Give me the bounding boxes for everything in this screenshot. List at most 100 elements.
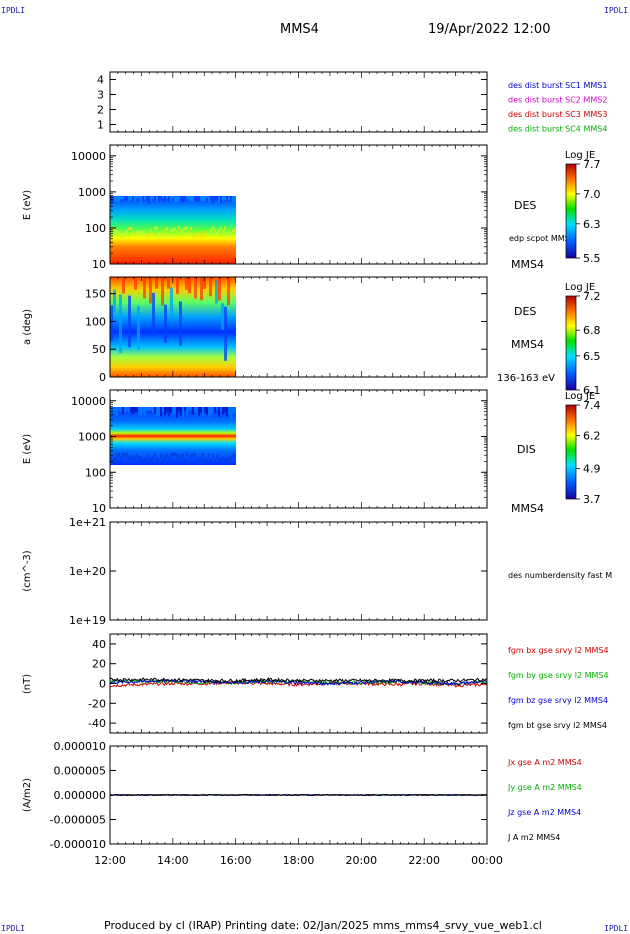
des-energy-texture <box>168 234 170 238</box>
panel-current: 0.000010 0.000005 0.000000 -0.000005 -0.0000… <box>22 740 582 867</box>
dis-energy-texture <box>230 455 232 460</box>
des-energy-texture <box>218 196 220 203</box>
dis-energy-texture <box>174 407 176 415</box>
bfield-legend-entry: fgm bx gse srvy l2 MMS4 <box>508 646 609 655</box>
des-pitch-texture <box>155 277 158 289</box>
current-ytick-label: -0.000005 <box>50 814 106 827</box>
des-energy-texture <box>158 196 160 201</box>
des-energy-texture <box>154 196 156 200</box>
dis-energy-texture <box>132 407 134 415</box>
des-energy-texture <box>122 235 124 239</box>
x-tick-label: 00:00 <box>471 854 503 867</box>
current-legend-entry: Jz gse A m2 MMS4 <box>507 808 581 817</box>
dis-energy-texture <box>164 407 166 416</box>
dis-energy-texture <box>122 407 124 415</box>
dis-energy-texture <box>234 407 236 413</box>
des-energy-texture <box>172 196 174 199</box>
des-pitch-colorbar-label: 6.1 <box>583 384 601 397</box>
des-energy-colorbar-label: 6.3 <box>583 218 601 231</box>
dis-energy-texture <box>146 458 148 463</box>
des-pitch-texture <box>110 305 113 341</box>
dis-energy-texture <box>210 407 212 416</box>
panel-bfield: 40 20 0 -20 -40 (nT) fgm bx gse srvy l2 MMS4… <box>22 633 609 734</box>
dis-energy-texture <box>182 407 184 417</box>
des-pitch-texture <box>152 292 155 334</box>
des-energy-texture <box>230 196 232 199</box>
dis-energy-colorbar <box>565 404 577 500</box>
des-pitch-texture <box>122 277 125 294</box>
des-energy-texture <box>164 196 166 202</box>
dis-energy-texture <box>110 457 112 462</box>
des-energy-colorbar <box>565 163 577 259</box>
des-pitch-texture <box>143 277 146 299</box>
dis-energy-texture <box>186 407 188 416</box>
des-pitch-texture <box>113 289 116 313</box>
dis-energy-texture <box>230 407 232 418</box>
dis-energy-texture <box>162 459 164 464</box>
dis-energy-texture <box>168 456 170 461</box>
des-energy-texture <box>172 228 174 232</box>
des-energy-texture <box>162 196 164 199</box>
des-energy-texture <box>180 196 182 201</box>
dis-energy-texture <box>120 407 122 413</box>
des-energy-texture <box>228 196 230 201</box>
dis-energy-texture <box>204 458 206 463</box>
dis-energy-texture <box>222 456 224 461</box>
dis-energy-texture <box>154 407 156 414</box>
dis-energy-colorbar-label: 6.2 <box>583 429 601 442</box>
des-energy-texture <box>200 196 202 201</box>
dis-energy-texture <box>168 407 170 417</box>
des-energy-texture <box>166 226 168 230</box>
dis-energy-texture <box>214 407 216 413</box>
corner-label-top-right: IPDLI <box>604 6 629 15</box>
des-energy-texture <box>186 196 188 200</box>
dis-energy-texture <box>126 452 128 457</box>
x-tick-label: 22:00 <box>408 854 440 867</box>
des-energy-texture <box>138 196 140 199</box>
x-tick-label: 12:00 <box>94 854 126 867</box>
dis-energy-texture <box>142 407 144 414</box>
des-energy-texture <box>142 230 144 234</box>
des-energy-texture <box>232 196 234 202</box>
des-pitch-texture <box>137 305 140 351</box>
dis-energy-texture <box>118 452 120 457</box>
des-energy-texture <box>184 196 186 199</box>
dis-energy-texture <box>154 452 156 457</box>
dis-energy-texture <box>160 453 162 458</box>
dis-energy-texture <box>222 407 224 415</box>
bfield-legend-entry: fgm by gse srvy l2 MMS4 <box>508 671 609 680</box>
dis-energy-texture <box>164 455 166 460</box>
availability-legend-entry: des dist burst SC3 MMS3 <box>508 110 607 119</box>
dis-energy-texture <box>224 407 226 413</box>
des-energy-texture <box>170 228 172 232</box>
dis-energy-texture <box>198 407 200 416</box>
des-energy-texture <box>222 196 224 201</box>
des-pitch-texture <box>149 277 152 304</box>
dis-energy-texture <box>150 457 152 462</box>
des-energy-texture <box>198 196 200 202</box>
des-energy-texture <box>176 196 178 202</box>
bfield-ytick-label: 20 <box>92 658 106 671</box>
availability-legend-entry: des dist burst SC4 MMS4 <box>508 125 607 134</box>
des-pitch-texture <box>119 294 122 354</box>
dis-energy-ytick-label: 10000 <box>71 395 106 408</box>
des-energy-texture <box>154 226 156 230</box>
des-energy-texture <box>150 229 152 233</box>
des-pitch-ytick-label: 150 <box>85 288 106 301</box>
bfield-legend-entry: fgm bz gse srvy l2 MMS4 <box>508 696 608 705</box>
des-energy-texture <box>226 235 228 239</box>
density-ylabel: (cm^-3) <box>22 550 33 591</box>
des-energy-texture <box>124 196 126 201</box>
des-energy-texture <box>196 233 198 237</box>
des-energy-ytick-label: 100 <box>85 222 106 235</box>
des-energy-texture <box>198 232 200 236</box>
des-energy-texture <box>142 196 144 201</box>
dis-energy-texture <box>138 455 140 460</box>
des-energy-texture <box>234 228 236 232</box>
density-ytick-label: 1e+21 <box>69 516 106 529</box>
des-pitch-texture <box>170 287 173 318</box>
des-energy-texture <box>202 233 204 237</box>
des-energy-texture <box>226 196 228 201</box>
des-pitch-texture <box>227 277 230 306</box>
panel-density: 1e+21 1e+20 1e+19 (cm^-3) des numberdensit… <box>22 516 612 627</box>
